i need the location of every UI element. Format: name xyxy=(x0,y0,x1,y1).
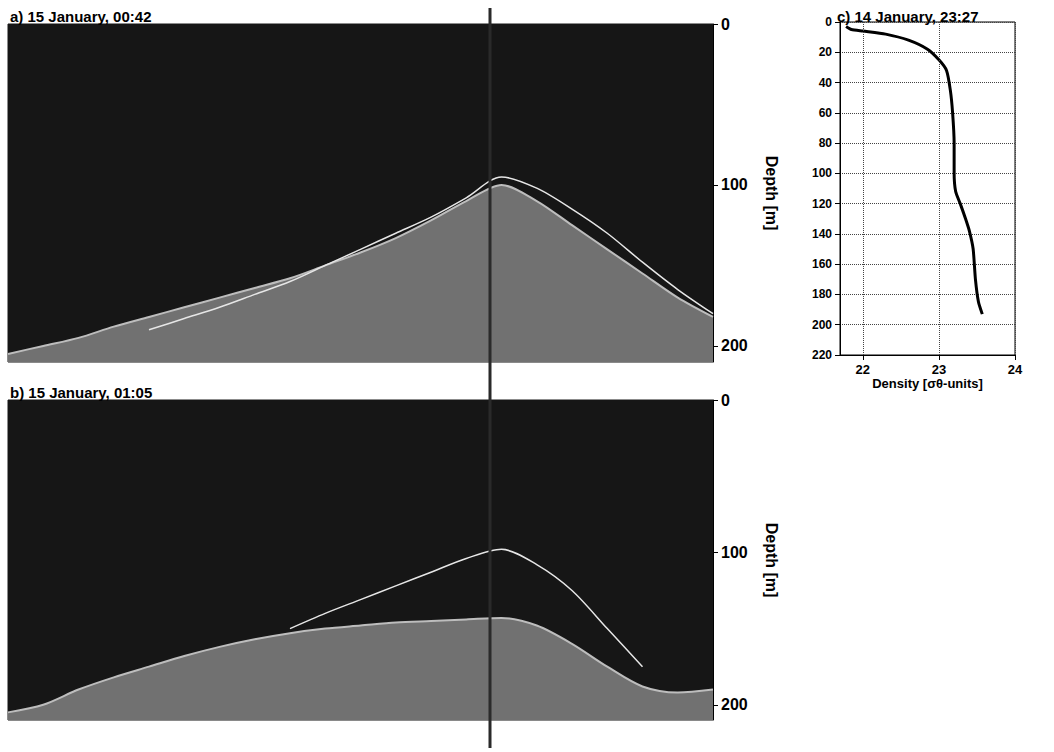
svg-text:0: 0 xyxy=(825,15,832,29)
svg-text:200: 200 xyxy=(721,337,748,354)
svg-text:100: 100 xyxy=(721,544,748,561)
svg-text:Depth [m]: Depth [m] xyxy=(763,156,780,231)
svg-text:c) 14 January, 23:27: c) 14 January, 23:27 xyxy=(837,8,978,25)
svg-text:120: 120 xyxy=(812,197,832,211)
svg-text:100: 100 xyxy=(812,166,832,180)
svg-text:22: 22 xyxy=(856,362,870,377)
svg-text:Density [σθ-units]: Density [σθ-units] xyxy=(872,376,983,391)
svg-text:140: 140 xyxy=(812,227,832,241)
svg-text:180: 180 xyxy=(812,287,832,301)
svg-text:100: 100 xyxy=(721,176,748,193)
svg-text:a) 15 January, 00:42: a) 15 January, 00:42 xyxy=(10,8,151,25)
svg-text:60: 60 xyxy=(819,106,833,120)
svg-text:0: 0 xyxy=(721,16,730,33)
svg-text:220: 220 xyxy=(812,348,832,362)
svg-text:200: 200 xyxy=(721,696,748,713)
svg-text:0: 0 xyxy=(721,392,730,409)
svg-text:80: 80 xyxy=(819,136,833,150)
svg-text:Depth [m]: Depth [m] xyxy=(763,523,780,598)
svg-text:40: 40 xyxy=(819,76,833,90)
svg-text:20: 20 xyxy=(819,45,833,59)
svg-text:b) 15 January, 01:05: b) 15 January, 01:05 xyxy=(10,384,152,401)
svg-text:160: 160 xyxy=(812,257,832,271)
svg-text:24: 24 xyxy=(1008,362,1023,377)
svg-text:200: 200 xyxy=(812,318,832,332)
svg-text:23: 23 xyxy=(932,362,946,377)
